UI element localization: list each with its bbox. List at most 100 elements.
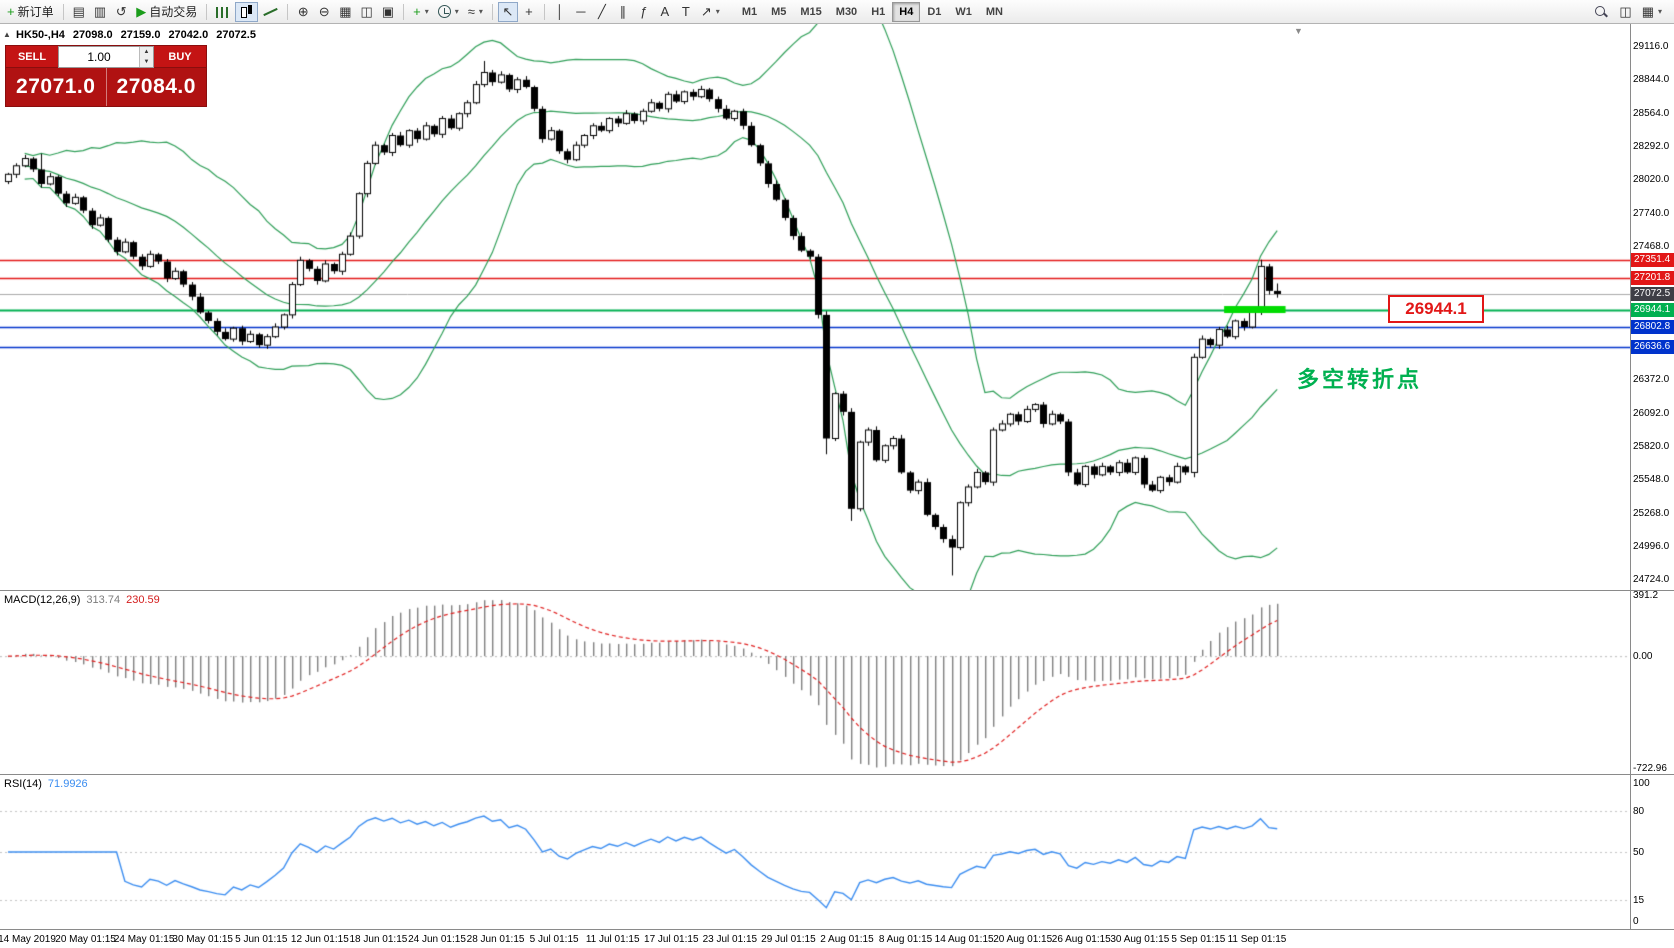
time-axis-label: 24 Jun 01:15 [408, 934, 466, 945]
price-axis[interactable]: 29116.0 28844.0 28564.0 28292.0 28020.0 27740… [1630, 24, 1674, 929]
line-chart-button[interactable] [259, 2, 282, 22]
chevron-down-icon: ▾ [424, 7, 429, 16]
volume-down-button[interactable]: ▼ [140, 57, 153, 67]
symbol-period: HK50-,H4 [16, 29, 65, 41]
new-chart-button[interactable]: ◫ [1615, 2, 1635, 22]
timeframe-d1-button[interactable]: D1 [920, 2, 948, 22]
timeframe-m30-button[interactable]: M30 [829, 2, 864, 22]
time-axis-separator [0, 929, 1674, 930]
candlestick-chart-button[interactable] [235, 1, 259, 22]
rsi-label: RSI(14) 71.9926 [4, 778, 88, 790]
time-axis-label: 26 Aug 01:15 [1051, 934, 1111, 945]
time-axis-label: 24 May 01:15 [113, 934, 175, 945]
new-order-button[interactable]: + 新订单 [3, 2, 58, 22]
price-tag: 27351.4 [1631, 253, 1674, 268]
refresh-icon: ↺ [115, 4, 127, 19]
timeframe-m5-button[interactable]: M5 [764, 2, 793, 22]
market-watch-button[interactable]: ▤ [69, 2, 89, 22]
price-axis-label: 25820.0 [1633, 440, 1670, 452]
text-button[interactable]: A [655, 2, 675, 22]
sell-price[interactable]: 27071.0 [16, 75, 96, 98]
timeframe-m1-button[interactable]: M1 [735, 2, 764, 22]
zoom-out-button[interactable]: ⊖ [314, 2, 334, 22]
ohlc-high: 27159.0 [120, 29, 161, 41]
arrange-windows-button[interactable]: ▣ [378, 2, 398, 22]
volume-up-button[interactable]: ▲ [140, 47, 153, 57]
rsi-axis-label: 50 [1633, 847, 1645, 858]
bar-chart-icon [216, 7, 231, 18]
chart-list-button[interactable]: ▦ ▾ [1638, 2, 1666, 22]
periods-button[interactable]: ▾ [434, 2, 463, 22]
rsi-splitter[interactable] [0, 774, 1674, 775]
trendline-button[interactable]: ╱ [592, 2, 612, 22]
zoom-in-button[interactable]: ⊕ [293, 2, 313, 22]
one-click-toggle[interactable]: ▲ [3, 30, 11, 39]
timeframe-w1-button[interactable]: W1 [948, 2, 979, 22]
horizontal-line-button[interactable]: ─ [571, 2, 591, 22]
refresh-button[interactable]: ↺ [111, 2, 131, 22]
one-click-trading-panel: SELL ▲ ▼ BUY 27071.0 27084.0 [5, 45, 207, 107]
timeframe-mn-button[interactable]: MN [979, 2, 1010, 22]
indicators-button[interactable]: + ▾ [409, 2, 433, 22]
timeframe-h1-button[interactable]: H1 [864, 2, 892, 22]
macd-axis-label: 391.2 [1633, 590, 1659, 602]
tile-windows-icon: ▦ [339, 4, 352, 19]
time-axis[interactable]: 14 May 2019 20 May 01:15 24 May 01:15 30 Ma… [0, 930, 1674, 948]
toolbar-right-group: ◫ ▦ ▾ [1590, 2, 1671, 22]
chart-area[interactable]: 29116.0 28844.0 28564.0 28292.0 28020.0 27740… [0, 24, 1674, 948]
main-chart-canvas[interactable] [0, 24, 1630, 590]
volume-input[interactable] [59, 47, 139, 67]
time-axis-label: 17 Jul 01:15 [644, 934, 699, 945]
sell-button[interactable]: SELL [6, 46, 58, 68]
price-axis-label: 27468.0 [1633, 241, 1670, 253]
rsi-axis-label: 15 [1633, 895, 1645, 907]
navigator-button[interactable]: ▥ [90, 2, 110, 22]
chart-list-icon: ▦ [1641, 4, 1654, 19]
template-icon: ≈ [467, 4, 475, 19]
price-tag: 26636.6 [1631, 339, 1674, 354]
toolbar-separator [403, 3, 405, 20]
chevron-down-icon: ▾ [454, 7, 459, 16]
auto-trading-button[interactable]: ▶ 自动交易 [132, 2, 201, 22]
macd-canvas[interactable] [0, 591, 1630, 774]
chevron-down-icon: ▾ [715, 7, 720, 16]
price-tag: 27072.5 [1631, 286, 1674, 301]
rsi-canvas[interactable] [0, 775, 1630, 929]
toolbar-separator [62, 3, 64, 20]
rsi-axis-label: 80 [1633, 805, 1645, 817]
crosshair-button[interactable]: + [519, 2, 539, 22]
timeframe-h4-button[interactable]: H4 [892, 1, 921, 22]
trendline-icon: ╱ [597, 4, 606, 19]
chart-info-line: HK50-,H4 27098.0 27159.0 27042.0 27072.5 [16, 29, 256, 41]
buy-price[interactable]: 27084.0 [105, 68, 207, 106]
bar-chart-button[interactable] [212, 2, 234, 22]
fibonacci-button[interactable]: ƒ [634, 2, 654, 22]
macd-splitter[interactable] [0, 590, 1674, 591]
vertical-line-button[interactable]: │ [550, 2, 570, 22]
arrows-button[interactable]: ↗ ▾ [697, 2, 724, 22]
price-axis-label: 26372.0 [1633, 373, 1670, 385]
buy-button[interactable]: BUY [154, 46, 206, 68]
cursor-button[interactable]: ↖ [497, 1, 518, 22]
candlestick-icon [239, 4, 254, 19]
toolbar: + 新订单 ▤ ▥ ↺ ▶ 自动交易 ⊕ ⊖ ▦ ◫ ▣ + ▾ ▾ ≈ ▾ ↖ + │ ─ ╱ ∥ ƒ A T ↗ ▾ M1 M5 M1… [0, 0, 1674, 24]
time-axis-label: 20 May 01:15 [55, 934, 116, 945]
cascade-windows-icon: ◫ [360, 4, 373, 19]
clock-icon [437, 5, 451, 18]
zoom-in-icon: ⊕ [297, 4, 309, 19]
channel-button[interactable]: ∥ [613, 2, 633, 22]
rsi-axis-label: 100 [1633, 778, 1650, 789]
timeframe-m15-button[interactable]: M15 [793, 2, 828, 22]
search-button[interactable] [1590, 2, 1613, 22]
rsi-value: 71.9926 [47, 778, 88, 790]
tile-windows-button[interactable]: ▦ [335, 2, 355, 22]
macd-label: MACD(12,26,9) 313.74 230.59 [4, 594, 160, 606]
navigator-icon: ▥ [93, 4, 107, 19]
label-button[interactable]: T [676, 2, 696, 22]
time-axis-label: 5 Jun 01:15 [235, 934, 288, 945]
cascade-windows-button[interactable]: ◫ [357, 2, 377, 22]
toolbar-main-group: + 新订单 ▤ ▥ ↺ ▶ 自动交易 ⊕ ⊖ ▦ ◫ ▣ + ▾ ▾ ≈ ▾ ↖ + │ ─ ╱ ∥ ƒ A T ↗ ▾ [3, 1, 724, 22]
price-axis-label: 24724.0 [1633, 573, 1670, 585]
templates-button[interactable]: ≈ ▾ [464, 2, 487, 22]
